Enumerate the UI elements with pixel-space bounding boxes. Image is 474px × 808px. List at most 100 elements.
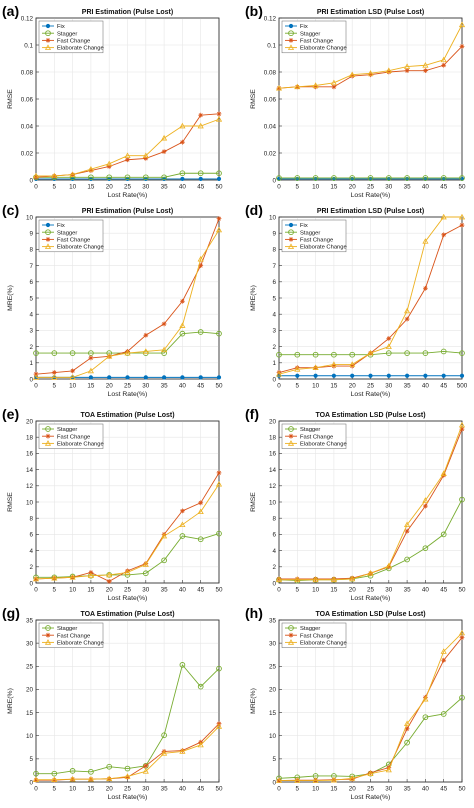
data-point-fast — [349, 776, 355, 782]
chart-title: PRI Estimation (Pulse Lost) — [82, 9, 173, 16]
x-tick-label: 45 — [440, 383, 448, 390]
data-point-stagger — [312, 175, 319, 181]
y-tick-label: 0.06 — [264, 96, 277, 103]
data-point-fast — [51, 370, 57, 375]
data-point-stagger — [197, 170, 204, 177]
y-tick-label: 0 — [29, 779, 33, 786]
legend-label-fast: Fast Change — [57, 238, 90, 244]
y-tick-label: 0 — [29, 376, 33, 383]
data-point-fast — [368, 770, 373, 776]
y-tick-label: 0.12 — [21, 15, 34, 22]
data-point-stagger — [440, 711, 447, 717]
x-tick-label: 20 — [349, 383, 357, 390]
x-tick-label: 40 — [422, 383, 430, 390]
data-point-elaborate — [367, 349, 374, 356]
y-tick-label: 7 — [272, 263, 276, 270]
data-point-fast — [88, 355, 94, 361]
data-point-fix — [386, 373, 391, 378]
data-point-elaborate — [106, 775, 113, 782]
y-tick-label: 6 — [272, 532, 276, 539]
data-point-elaborate — [197, 122, 204, 129]
chart-panel-1: 0 0.02 0.04 0.06 0.08 0.1 0.12 0 5 10 15 20 25 30 35 40… — [2, 3, 223, 199]
x-tick-label: 35 — [404, 786, 412, 793]
data-point-elaborate — [312, 576, 319, 583]
data-point-stagger — [294, 351, 301, 358]
data-point-stagger — [197, 536, 204, 543]
data-point-elaborate — [215, 116, 222, 122]
y-tick-label: 4 — [29, 312, 33, 319]
x-tick-label: 20 — [106, 383, 114, 390]
x-tick-label: 25 — [367, 587, 375, 594]
data-point-elaborate — [161, 750, 168, 756]
legend-label-elaborate: Elaborate Change — [57, 245, 104, 251]
y-tick-label: 4 — [272, 548, 276, 555]
legend-marker-fast — [45, 632, 51, 638]
data-point-fast — [70, 368, 75, 374]
data-point-fix — [143, 375, 148, 380]
data-point-stagger — [142, 174, 149, 181]
data-point-fast — [294, 576, 300, 582]
legend-marker-fast — [45, 237, 51, 242]
x-tick-label: 0 — [34, 383, 38, 390]
data-point-elaborate — [124, 152, 131, 159]
data-point-fast — [216, 470, 222, 476]
data-point-stagger — [216, 665, 222, 672]
x-tick-label: 5 — [53, 587, 57, 594]
data-point-elaborate — [440, 214, 447, 220]
y-tick-label: 0.1 — [267, 42, 276, 49]
legend-marker-stagger — [45, 229, 51, 236]
legend-marker-stagger — [288, 30, 294, 37]
y-tick-label: 6 — [29, 532, 33, 539]
series-elaborate — [33, 226, 222, 380]
series-line-elaborate — [35, 483, 220, 580]
y-tick-label: 5 — [272, 756, 276, 763]
x-tick-label: 5 — [296, 184, 300, 191]
series-stagger — [276, 175, 465, 181]
data-point-stagger — [69, 350, 76, 356]
y-tick-label: 0 — [29, 580, 33, 587]
y-tick-label: 18 — [26, 435, 34, 442]
data-point-fast — [313, 84, 318, 90]
x-tick-label: 35 — [404, 184, 412, 191]
data-point-fast — [216, 216, 222, 222]
data-point-stagger — [459, 694, 465, 701]
x-tick-label: 15 — [87, 383, 95, 390]
y-tick-label: 8 — [29, 247, 33, 254]
y-tick-label: 4 — [29, 548, 33, 555]
y-axis-label: MRE(%) — [7, 285, 14, 311]
y-tick-label: 8 — [272, 247, 276, 254]
x-tick-label: 10 — [312, 786, 320, 793]
y-tick-label: 8 — [29, 516, 33, 523]
y-axis-label: RMSE — [7, 89, 14, 109]
data-point-elaborate — [124, 349, 131, 356]
series-line-elaborate — [279, 424, 463, 581]
series-fix — [276, 373, 465, 378]
data-point-stagger — [440, 348, 447, 355]
series-elaborate — [276, 21, 465, 91]
legend-marker-stagger — [45, 426, 51, 432]
chart-title: TOA Estimation (Pulse Lost) — [80, 412, 174, 419]
legend-label-elaborate: Elaborate Change — [300, 46, 347, 52]
y-tick-label: 2 — [29, 344, 33, 351]
x-axis-label: Lost Rate(%) — [351, 192, 391, 199]
data-point-elaborate — [276, 576, 283, 583]
x-tick-label: 5 — [53, 786, 57, 793]
legend-marker-elaborate — [287, 440, 295, 446]
legend-label-fix: Fix — [57, 223, 65, 229]
y-tick-label: 25 — [269, 664, 277, 671]
legend-marker-elaborate — [44, 639, 52, 645]
data-point-elaborate — [197, 741, 204, 748]
data-point-fast — [423, 285, 428, 291]
data-point-fix — [162, 375, 167, 380]
x-tick-label: 20 — [349, 786, 357, 793]
data-point-stagger — [197, 683, 204, 690]
data-point-fast — [386, 336, 392, 341]
data-point-fix — [180, 375, 185, 380]
data-point-elaborate — [367, 770, 374, 776]
data-point-fast — [198, 263, 204, 268]
data-point-elaborate — [276, 370, 283, 377]
data-point-elaborate — [312, 364, 319, 370]
